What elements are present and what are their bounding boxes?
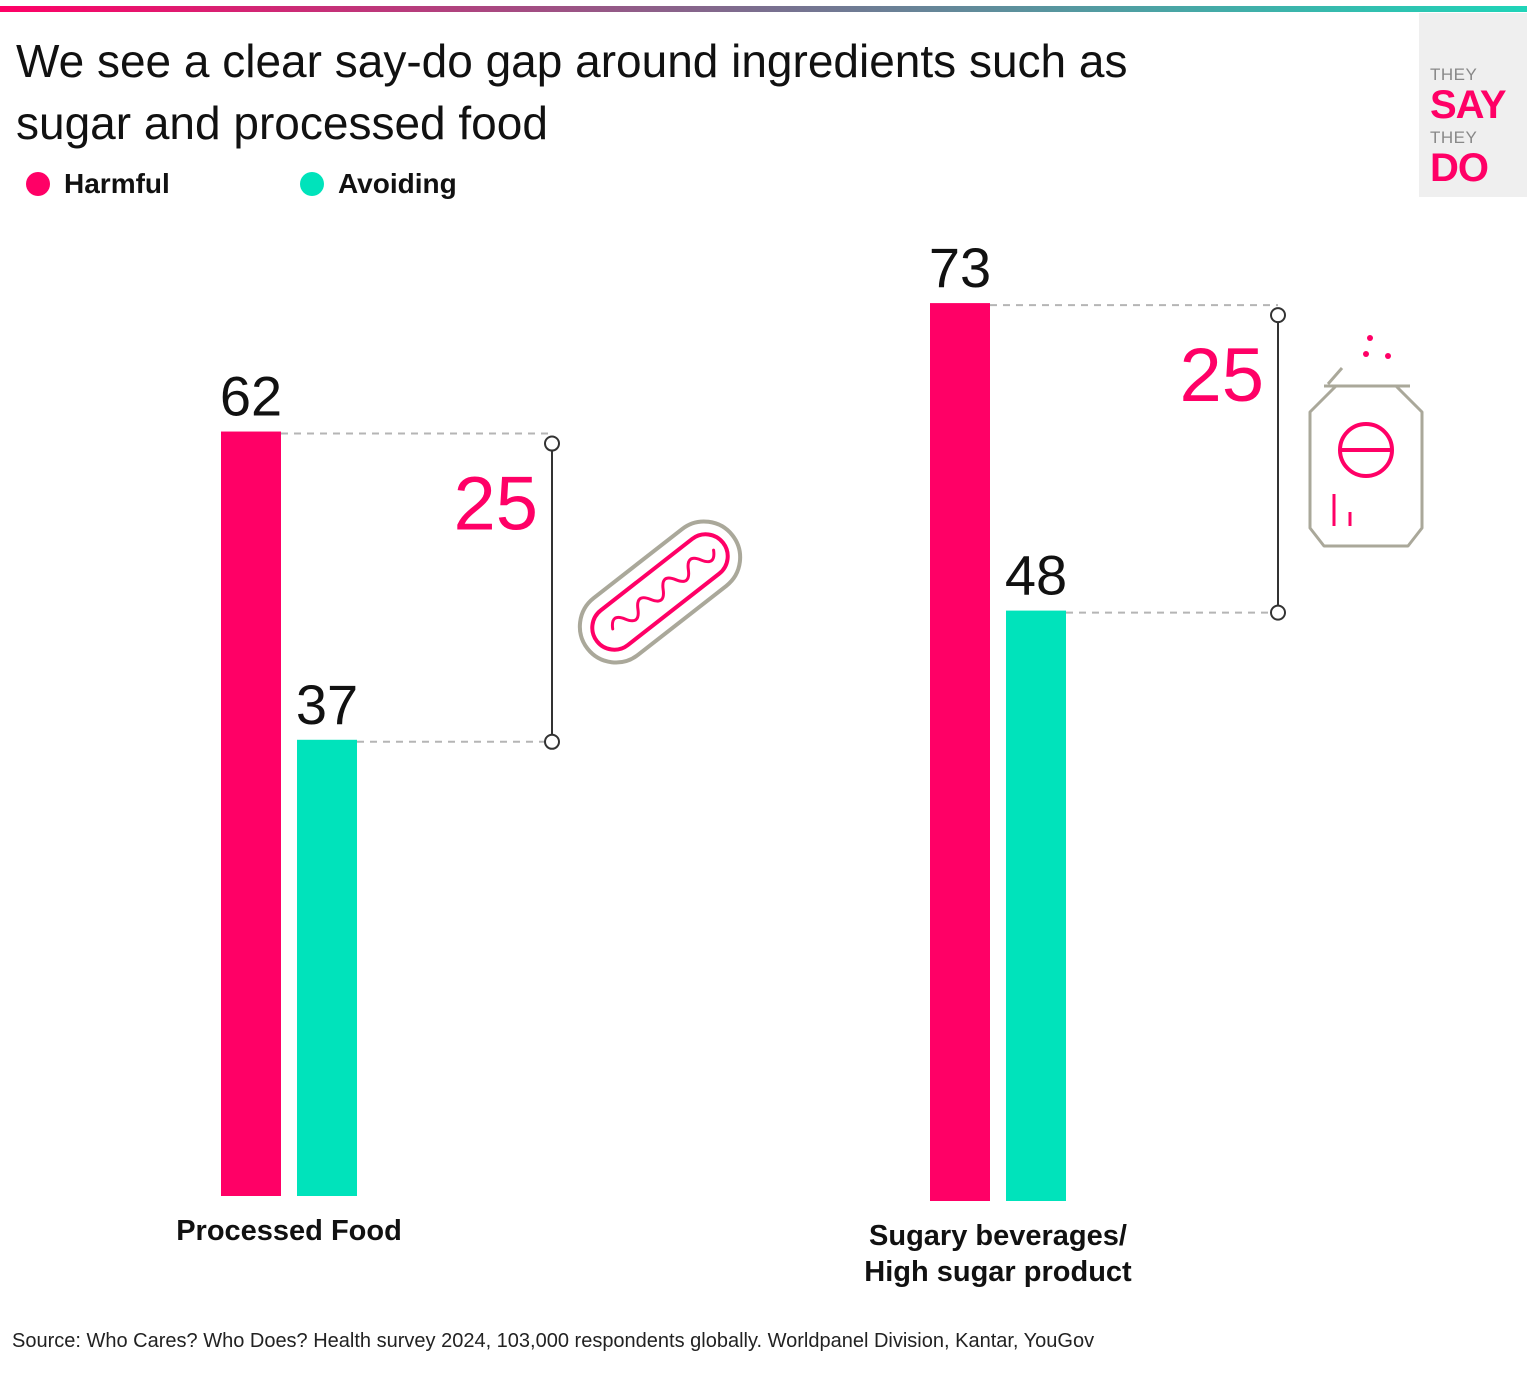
- gap-bracket-top-2: [1270, 307, 1286, 324]
- value-label-harmful-1: 62: [220, 365, 282, 428]
- legend-swatch-harmful: [26, 172, 50, 196]
- soda-can-icon: [1308, 335, 1424, 548]
- legend-item-harmful: Harmful: [26, 168, 170, 200]
- top-gradient-bar: [0, 6, 1527, 12]
- value-label-avoiding-1: 37: [296, 673, 358, 736]
- hot-dog-icon: [577, 519, 743, 665]
- bar-avoiding-1: [297, 739, 357, 1196]
- bar-avoiding-2: [1006, 610, 1066, 1201]
- bar-harmful-2: [930, 303, 990, 1202]
- gap-bracket-bottom-1: [544, 733, 560, 750]
- they-say-they-do-logo: THEY SAY THEY DO: [1419, 13, 1527, 197]
- bar-chart: 62 37 25 Processed Food 73 48 25 Sugary beverag…: [176, 236, 1424, 1288]
- category-label-1-line-1: Processed Food: [176, 1215, 402, 1247]
- bar-harmful-1: [221, 431, 281, 1196]
- value-label-avoiding-2: 48: [1005, 544, 1067, 607]
- legend-item-avoiding: Avoiding: [300, 168, 457, 200]
- legend-label-avoiding: Avoiding: [338, 168, 457, 199]
- source-note: Source: Who Cares? Who Does? Health surv…: [12, 1330, 1095, 1352]
- gap-value-label-2: 25: [1179, 333, 1264, 418]
- logo-they-bottom: THEY: [1430, 128, 1478, 147]
- gap-value-label-1: 25: [453, 462, 538, 547]
- logo-they-top: THEY: [1430, 65, 1478, 84]
- gap-bracket-bottom-2: [1270, 604, 1286, 621]
- logo-say: SAY: [1430, 83, 1507, 127]
- category-label-2-line-2: High sugar product: [864, 1256, 1132, 1288]
- legend-swatch-avoiding: [300, 172, 324, 196]
- legend-label-harmful: Harmful: [64, 168, 170, 199]
- category-label-2-line-1: Sugary beverages/: [869, 1220, 1127, 1252]
- logo-do: DO: [1430, 146, 1489, 190]
- gap-bracket-top-1: [544, 435, 560, 452]
- value-label-harmful-2: 73: [929, 236, 991, 299]
- chart-title: We see a clear say-do gap around ingredi…: [16, 35, 1128, 149]
